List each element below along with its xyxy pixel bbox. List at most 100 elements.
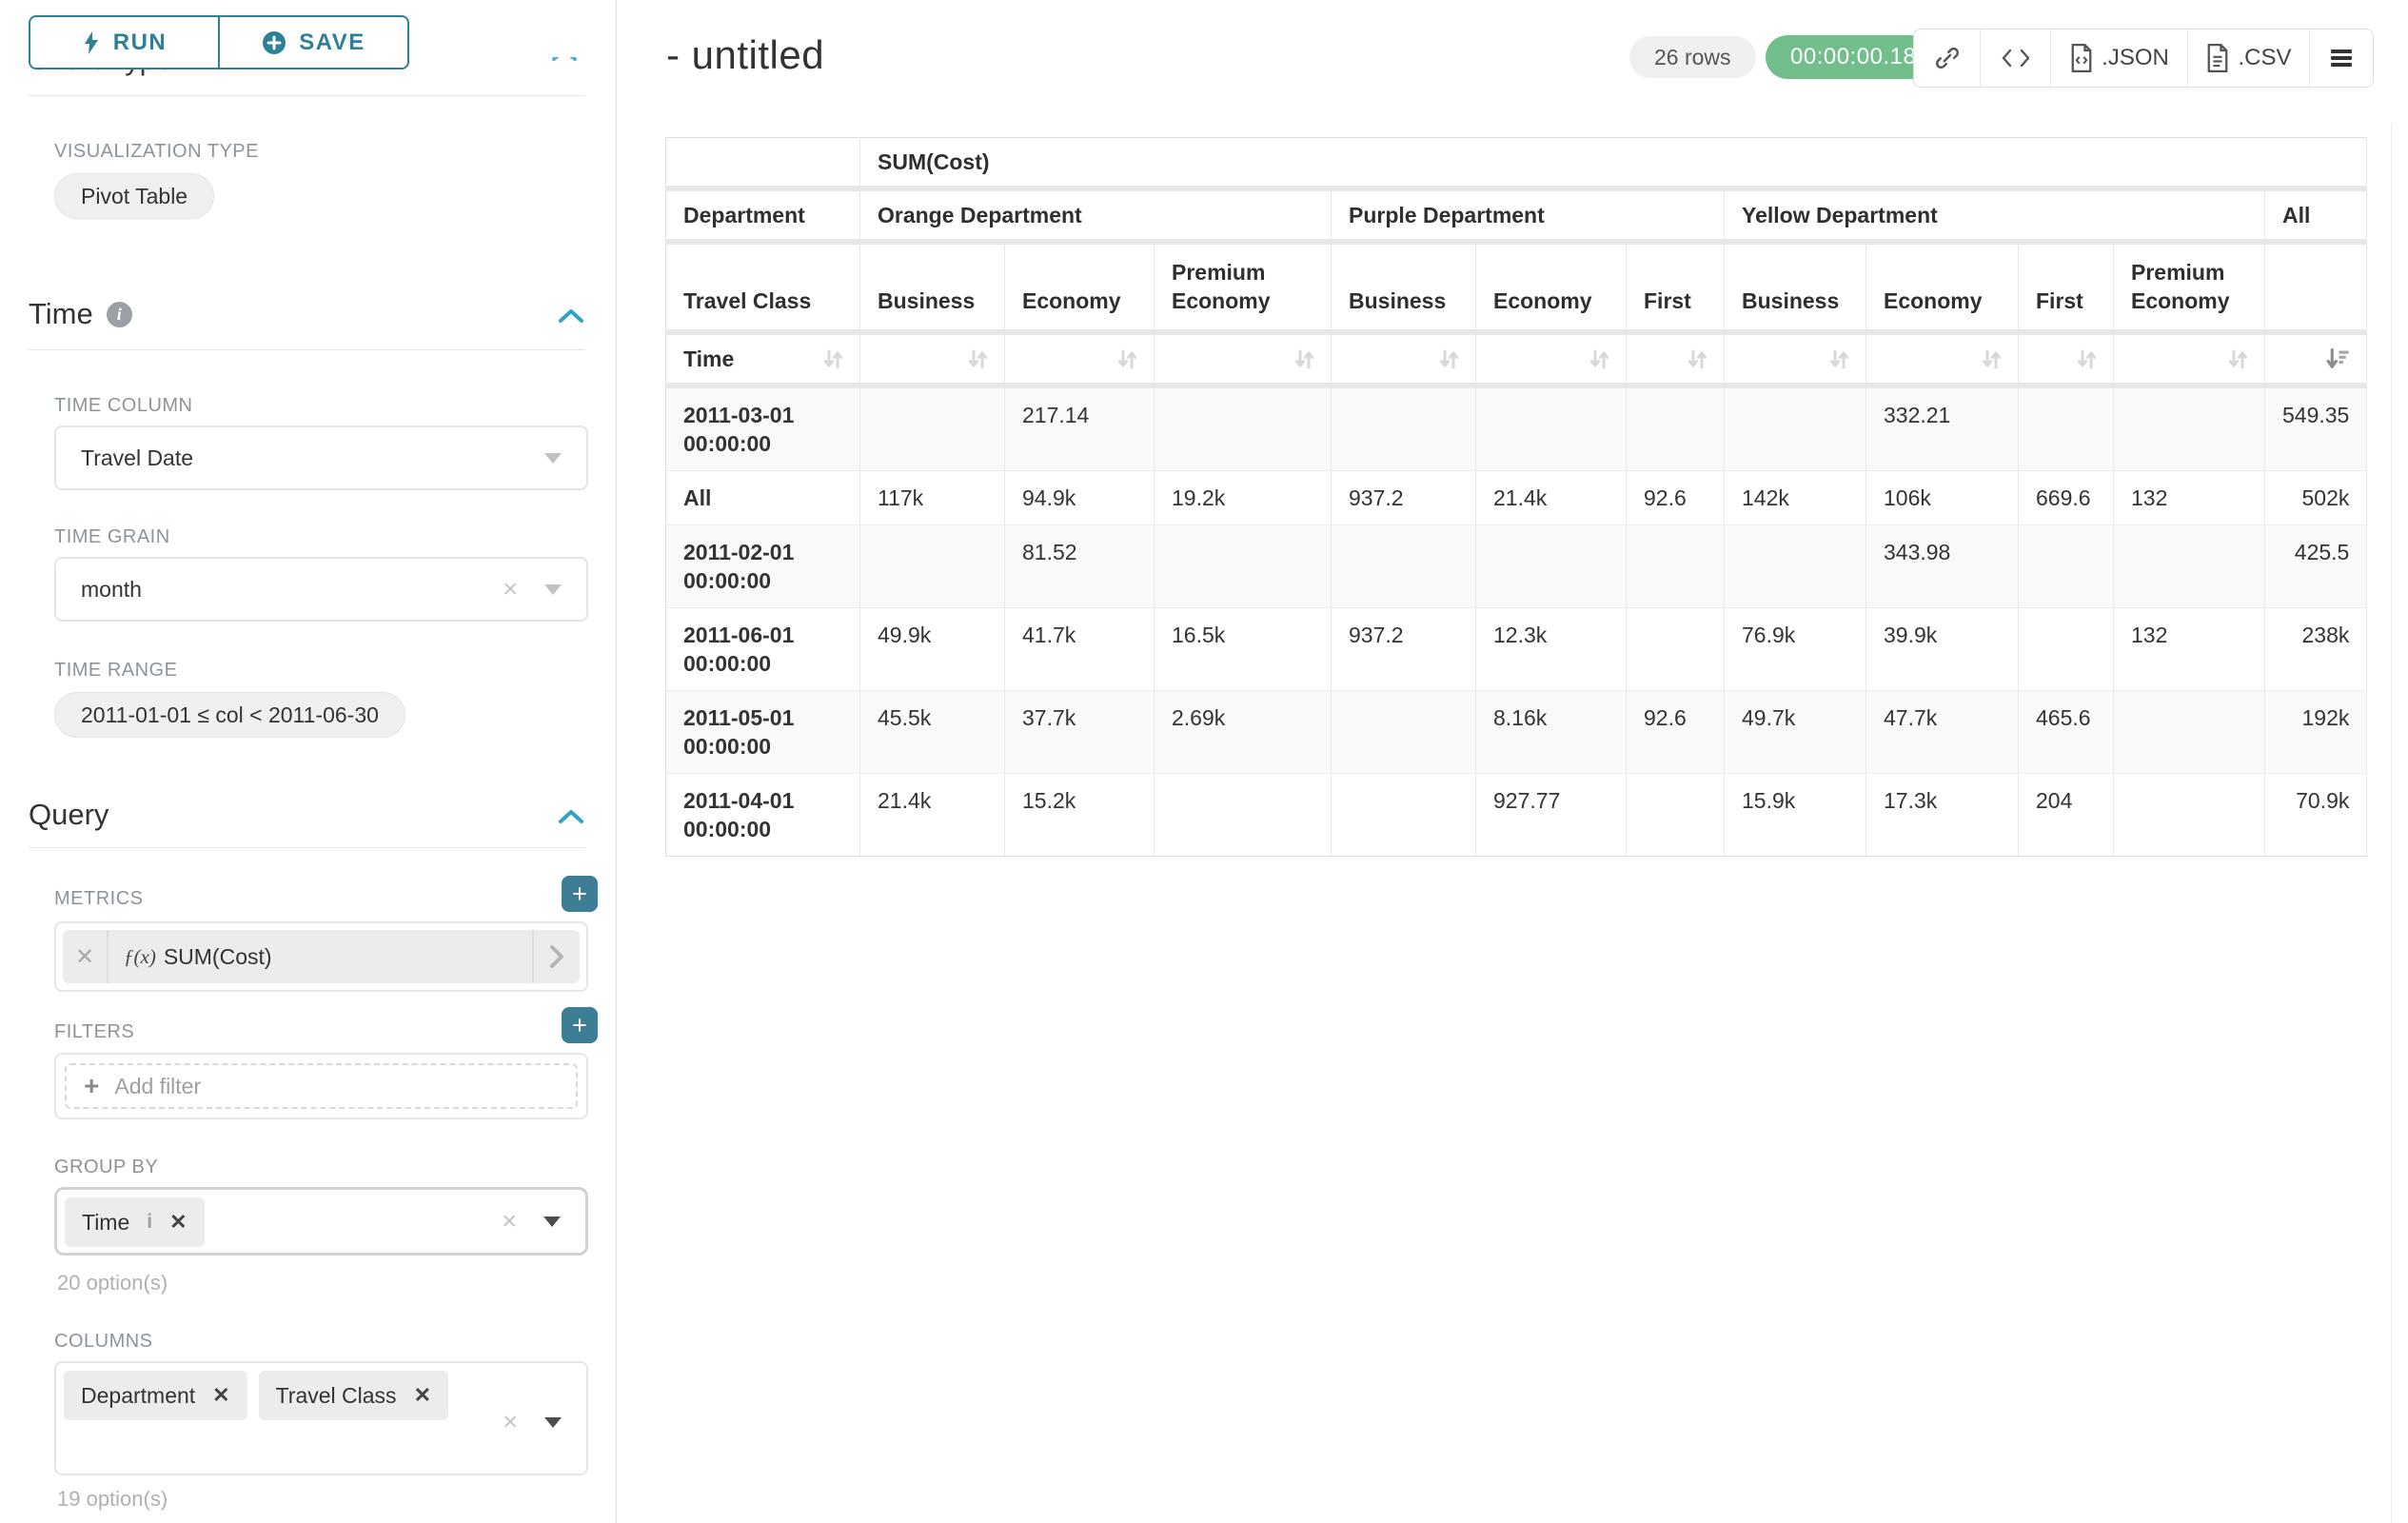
- metrics-label: METRICS: [54, 888, 144, 909]
- column-sort-header[interactable]: [859, 332, 1005, 388]
- expand-metric-button[interactable]: [532, 930, 580, 983]
- column-sort-header[interactable]: [1004, 332, 1155, 388]
- value-cell: [1154, 386, 1332, 471]
- time-section-header: Time i: [29, 297, 132, 331]
- value-cell: 937.2: [1331, 470, 1476, 525]
- groupby-select[interactable]: Time i ✕ ×: [54, 1187, 588, 1256]
- time-range-label: TIME RANGE: [54, 660, 178, 681]
- value-cell: 502k: [2264, 470, 2368, 525]
- chart-title[interactable]: - untitled: [666, 32, 825, 77]
- travel-class-header: Economy: [1004, 242, 1155, 335]
- clear-icon[interactable]: ×: [503, 1407, 518, 1436]
- value-cell: [1475, 524, 1627, 608]
- column-sort-header[interactable]: [1724, 332, 1866, 388]
- caret-down-icon: [543, 1216, 561, 1227]
- viz-type-chip[interactable]: Pivot Table: [54, 173, 215, 219]
- add-filter-plus-button[interactable]: +: [562, 1007, 598, 1043]
- results-toolbar: .JSON .CSV: [1913, 29, 2374, 88]
- clear-icon[interactable]: ×: [503, 574, 518, 603]
- travel-class-header: Business: [1724, 242, 1866, 335]
- travel-class-header: First: [2018, 242, 2114, 335]
- travel-class-header: Premium Economy: [2113, 242, 2265, 335]
- sort-icon: [968, 349, 988, 368]
- value-cell: 132: [2113, 470, 2265, 525]
- query-collapse-chevron-up-icon[interactable]: [557, 807, 585, 826]
- value-cell: 45.5k: [859, 690, 1005, 774]
- table-row: 2011-05-01 00:00:00 45.5k 37.7k 2.69k 8.16k 9…: [665, 690, 2368, 774]
- column-sort-header[interactable]: [1865, 332, 2019, 388]
- value-cell: [1154, 524, 1332, 608]
- time-range-chip[interactable]: 2011-01-01 ≤ col < 2011-06-30: [54, 692, 405, 738]
- value-cell: [2113, 386, 2265, 471]
- value-cell: [1331, 773, 1476, 857]
- value-cell: 19.2k: [1154, 470, 1332, 525]
- lightning-icon: [84, 30, 98, 54]
- remove-chip-icon[interactable]: ✕: [413, 1383, 431, 1407]
- time-column-select[interactable]: Travel Date: [54, 425, 588, 490]
- download-csv-button[interactable]: .CSV: [2188, 30, 2310, 87]
- remove-metric-icon[interactable]: ✕: [63, 930, 109, 983]
- sort-icon: [2077, 349, 2097, 368]
- section-divider: [29, 349, 585, 350]
- run-button[interactable]: RUN: [29, 15, 220, 69]
- column-sort-header[interactable]: [2018, 332, 2114, 388]
- value-cell: [2018, 386, 2114, 471]
- column-sort-header[interactable]: [1331, 332, 1476, 388]
- sort-icon: [1688, 349, 1707, 368]
- value-cell: 669.6: [2018, 470, 2114, 525]
- value-cell: 70.9k: [2264, 773, 2368, 857]
- remove-chip-icon[interactable]: ✕: [212, 1383, 230, 1407]
- sort-icon: [823, 349, 843, 368]
- row-label: 2011-06-01 00:00:00: [665, 607, 860, 691]
- value-cell: 142k: [1724, 470, 1866, 525]
- value-cell: 238k: [2264, 607, 2368, 691]
- metric-header: SUM(Cost): [859, 137, 2368, 191]
- value-cell: 21.4k: [1475, 470, 1627, 525]
- columns-option-count: 19 option(s): [57, 1487, 168, 1511]
- chevron-right-icon: [550, 945, 563, 968]
- pivot-corner-cell: [665, 137, 860, 191]
- save-button[interactable]: SAVE: [218, 15, 409, 69]
- value-cell: 37.7k: [1004, 690, 1155, 774]
- time-collapse-chevron-up-icon[interactable]: [557, 307, 585, 326]
- groupby-chip-time[interactable]: Time i ✕: [65, 1197, 205, 1247]
- columns-select[interactable]: Department ✕ Travel Class ✕ ×: [54, 1361, 588, 1475]
- query-section-title: Query: [29, 798, 109, 831]
- column-sort-header[interactable]: [2264, 332, 2368, 388]
- value-cell: [1724, 524, 1866, 608]
- row-dim-time-sort[interactable]: Time: [665, 332, 860, 388]
- metric-chip[interactable]: ✕ ƒ(x) SUM(Cost): [63, 930, 580, 983]
- columns-chip-department[interactable]: Department ✕: [64, 1371, 247, 1420]
- caret-down-icon: [544, 453, 562, 464]
- run-save-button-group: RUN SAVE: [29, 15, 409, 69]
- clear-icon[interactable]: ×: [502, 1206, 517, 1236]
- control-panel: Chart Type RUN SAVE VISUALIZATION TYPE: [0, 0, 617, 1523]
- row-label: 2011-05-01 00:00:00: [665, 690, 860, 774]
- view-query-button[interactable]: [1981, 30, 2051, 87]
- columns-label: COLUMNS: [54, 1331, 153, 1352]
- column-sort-header[interactable]: [1475, 332, 1627, 388]
- add-filter-button[interactable]: + Add filter: [65, 1063, 578, 1109]
- value-cell: [1331, 524, 1476, 608]
- remove-chip-icon[interactable]: ✕: [169, 1210, 188, 1234]
- value-cell: 465.6: [2018, 690, 2114, 774]
- columns-chip-travel-class[interactable]: Travel Class ✕: [258, 1371, 448, 1420]
- value-cell: 12.3k: [1475, 607, 1627, 691]
- download-json-button[interactable]: .JSON: [2051, 30, 2188, 87]
- copy-link-button[interactable]: [1914, 30, 1981, 87]
- column-sort-header[interactable]: [1626, 332, 1725, 388]
- value-cell: [2113, 773, 2265, 857]
- time-grain-select[interactable]: month ×: [54, 557, 588, 622]
- info-icon[interactable]: i: [106, 301, 132, 327]
- value-cell: 17.3k: [1865, 773, 2019, 857]
- value-cell: [1724, 386, 1866, 471]
- column-sort-header[interactable]: [2113, 332, 2265, 388]
- add-metric-button[interactable]: +: [562, 876, 598, 912]
- table-row: 2011-02-01 00:00:00 81.52 343.98 425.5: [665, 524, 2368, 608]
- row-dim-department: Department: [665, 188, 860, 245]
- column-sort-header[interactable]: [1154, 332, 1332, 388]
- time-column-label: TIME COLUMN: [54, 395, 193, 416]
- travel-class-header: Economy: [1475, 242, 1627, 335]
- more-options-button[interactable]: [2310, 30, 2373, 87]
